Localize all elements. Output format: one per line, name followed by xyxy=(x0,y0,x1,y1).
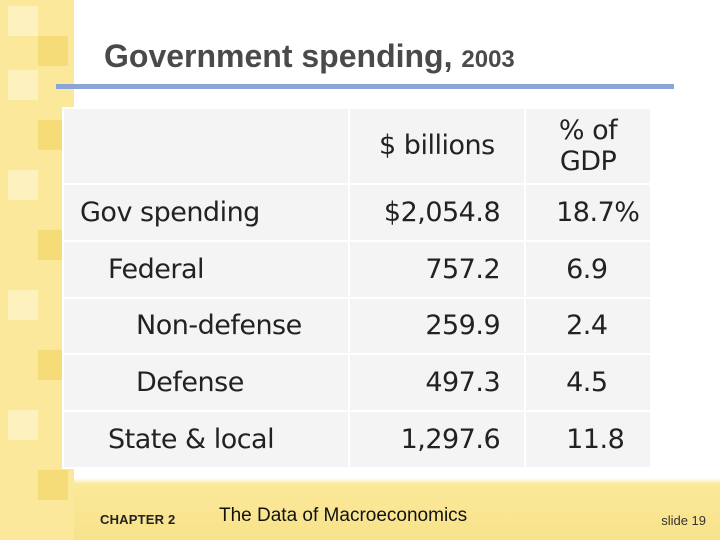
header-pct-gdp: % of GDP xyxy=(524,107,652,185)
footer-slide-number: slide 19 xyxy=(661,513,706,528)
row-pct: 6.9 xyxy=(524,239,652,299)
header-pct-line1: % of xyxy=(558,114,618,146)
decor-square xyxy=(38,36,68,66)
spending-table-container: $ billions % of GDP Gov spending $2,054.… xyxy=(62,107,652,469)
header-billions: $ billions xyxy=(347,107,527,185)
table-row: Defense 497.3 4.5 xyxy=(62,353,652,413)
header-pct-line2: GDP xyxy=(559,146,617,177)
row-pct: 11.8 xyxy=(524,410,652,469)
decor-square xyxy=(8,170,38,200)
footer-chapter: CHAPTER 2 xyxy=(100,512,176,527)
slide-title-year: 2003 xyxy=(461,46,515,73)
decorative-left-strip xyxy=(0,0,74,540)
row-billions: 1,297.6 xyxy=(347,410,527,469)
row-pct: 18.7% xyxy=(524,183,652,242)
spending-table: $ billions % of GDP Gov spending $2,054.… xyxy=(62,107,652,469)
decor-square xyxy=(38,470,68,500)
row-billions: $2,054.8 xyxy=(347,183,527,242)
footer-bar: CHAPTER 2 The Data of Macroeconomics sli… xyxy=(74,478,720,540)
row-label: Non-defense xyxy=(62,296,350,356)
row-label: Gov spending xyxy=(62,183,350,242)
decor-square xyxy=(8,410,38,440)
table-row: State & local 1,297.6 11.8 xyxy=(62,410,652,469)
row-label: Defense xyxy=(62,353,350,413)
row-pct: 2.4 xyxy=(524,296,652,356)
header-label-cell xyxy=(62,107,350,185)
table-header-row: $ billions % of GDP xyxy=(62,107,652,185)
title-divider xyxy=(56,84,674,89)
row-billions: 259.9 xyxy=(347,296,527,356)
decor-square xyxy=(8,70,38,100)
table-row: Gov spending $2,054.8 18.7% xyxy=(62,183,652,242)
decor-square xyxy=(8,290,38,320)
row-label: Federal xyxy=(62,239,350,299)
decor-square xyxy=(8,6,38,36)
table-row: Federal 757.2 6.9 xyxy=(62,239,652,299)
table-row: Non-defense 259.9 2.4 xyxy=(62,296,652,356)
slide-title: Government spending, 2003 xyxy=(104,38,515,75)
slide-title-text: Government spending, xyxy=(104,38,453,74)
row-pct: 4.5 xyxy=(524,353,652,413)
row-label: State & local xyxy=(62,410,350,469)
footer-subject: The Data of Macroeconomics xyxy=(219,505,468,526)
row-billions: 497.3 xyxy=(347,353,527,413)
row-billions: 757.2 xyxy=(347,239,527,299)
